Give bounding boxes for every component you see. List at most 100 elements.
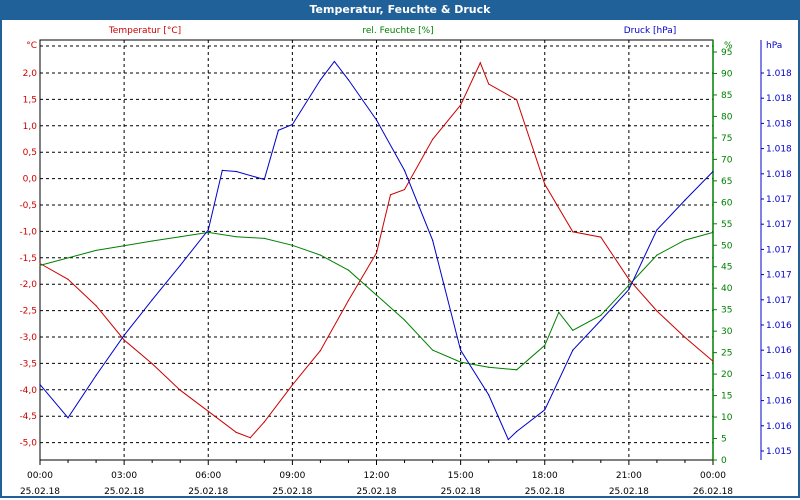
data-point-temperature xyxy=(39,262,41,265)
humidity-tick-label: 15 xyxy=(721,392,732,402)
temperature-tick-label: 1,0 xyxy=(23,122,38,132)
data-point-temperature xyxy=(67,278,69,280)
temperature-tick-label: -5,0 xyxy=(19,439,37,449)
data-point-temperature xyxy=(431,138,434,140)
pressure-tick-label: 1.016 xyxy=(766,371,792,381)
humidity-tick-label: 55 xyxy=(721,220,732,230)
series-line-temperature xyxy=(39,61,714,439)
x-tick-time: 12:00 xyxy=(364,471,390,481)
data-point-pressure xyxy=(67,417,69,419)
x-tick-date: 25.02.18 xyxy=(104,487,144,497)
pressure-tick-label: 1.018 xyxy=(766,94,792,104)
data-point-humidity xyxy=(431,349,434,351)
humidity-tick-label: 35 xyxy=(721,306,732,316)
data-point-pressure xyxy=(347,79,350,81)
data-point-pressure xyxy=(628,288,630,291)
data-point-temperature xyxy=(488,83,490,85)
pressure-tick-label: 1.016 xyxy=(766,346,792,356)
data-point-temperature xyxy=(403,188,406,191)
data-point-humidity xyxy=(179,236,181,238)
humidity-tick-label: 50 xyxy=(721,241,733,251)
data-point-pressure xyxy=(403,169,406,171)
data-point-temperature xyxy=(479,62,481,64)
x-tick-time: 09:00 xyxy=(279,471,305,481)
humidity-tick-label: 65 xyxy=(721,177,732,187)
pressure-tick-label: 1.017 xyxy=(766,271,792,281)
data-point-temperature xyxy=(235,431,237,434)
x-tick-date: 26.02.18 xyxy=(693,487,733,497)
x-tick-date: 25.02.18 xyxy=(356,487,396,497)
pressure-axis-title: Druck [hPa] xyxy=(624,26,677,36)
temperature-tick-label: -3,0 xyxy=(19,333,37,343)
data-point-temperature xyxy=(347,299,350,302)
humidity-tick-label: 70 xyxy=(721,155,733,165)
data-point-pressure xyxy=(39,383,41,386)
data-point-temperature xyxy=(628,278,630,280)
data-point-pressure xyxy=(333,60,336,63)
data-point-pressure xyxy=(431,239,434,241)
data-point-temperature xyxy=(600,236,602,238)
x-tick-date: 25.02.18 xyxy=(525,487,565,497)
temperature-axis-title: Temperatur [°C] xyxy=(108,26,181,36)
pressure-tick-label: 1.018 xyxy=(766,69,792,79)
pressure-tick-label: 1.015 xyxy=(766,447,792,457)
data-point-pressure xyxy=(221,169,223,171)
x-tick-time: 00:00 xyxy=(27,471,53,481)
humidity-tick-label: 20 xyxy=(721,370,733,380)
x-tick-date: 25.02.18 xyxy=(272,487,312,497)
data-point-humidity xyxy=(347,269,350,271)
data-point-humidity xyxy=(263,237,265,239)
data-point-humidity xyxy=(207,231,209,233)
data-point-pressure xyxy=(123,334,125,336)
data-point-humidity xyxy=(123,245,125,247)
temperature-tick-label: 0,0 xyxy=(23,175,38,185)
temperature-tick-label: -3,5 xyxy=(19,359,37,369)
temperature-tick-label: 2,0 xyxy=(23,69,38,79)
data-point-humidity xyxy=(235,236,237,238)
data-point-humidity xyxy=(291,244,293,246)
data-point-pressure xyxy=(207,229,209,231)
data-point-temperature xyxy=(263,421,265,423)
window-title: Temperatur, Feuchte & Druck xyxy=(0,0,800,20)
humidity-tick-label: 60 xyxy=(721,198,733,208)
data-point-temperature xyxy=(712,360,714,362)
data-point-pressure xyxy=(263,178,265,181)
data-point-humidity xyxy=(488,366,490,368)
humidity-tick-label: 95 xyxy=(721,48,732,58)
data-point-humidity xyxy=(684,239,686,241)
temperature-tick-label: -2,0 xyxy=(19,280,37,290)
data-point-temperature xyxy=(460,104,462,106)
data-point-humidity xyxy=(544,344,546,346)
pressure-tick-label: 1.017 xyxy=(766,220,792,230)
data-point-temperature xyxy=(516,99,518,101)
data-point-humidity xyxy=(558,311,560,313)
temperature-tick-label: -4,5 xyxy=(19,412,37,422)
humidity-tick-label: 45 xyxy=(721,263,732,273)
pressure-unit: hPa xyxy=(766,41,782,51)
temperature-tick-label: -1,5 xyxy=(19,254,37,264)
data-point-humidity xyxy=(656,254,658,256)
humidity-tick-label: 80 xyxy=(721,112,733,122)
humidity-tick-label: 85 xyxy=(721,91,732,101)
data-point-pressure xyxy=(375,119,378,121)
x-tick-time: 06:00 xyxy=(195,471,221,481)
data-point-humidity xyxy=(628,284,630,286)
data-point-temperature xyxy=(656,310,658,312)
temperature-tick-label: 0,5 xyxy=(23,148,37,158)
data-point-pressure xyxy=(572,349,574,351)
data-point-pressure xyxy=(656,229,658,231)
pressure-tick-label: 1.018 xyxy=(766,170,792,180)
humidity-tick-label: 40 xyxy=(721,284,733,294)
x-tick-date: 25.02.18 xyxy=(188,487,228,497)
pressure-tick-label: 1.016 xyxy=(766,321,792,331)
x-tick-time: 00:00 xyxy=(700,471,726,481)
data-point-temperature xyxy=(151,363,153,365)
data-point-pressure xyxy=(712,170,714,173)
humidity-unit: % xyxy=(724,41,733,51)
data-point-temperature xyxy=(389,194,392,196)
temperature-tick-label: -1,0 xyxy=(19,227,37,237)
humidity-tick-label: 90 xyxy=(721,69,733,79)
temperature-tick-label: -4,0 xyxy=(19,386,37,396)
x-tick-time: 18:00 xyxy=(532,471,558,481)
